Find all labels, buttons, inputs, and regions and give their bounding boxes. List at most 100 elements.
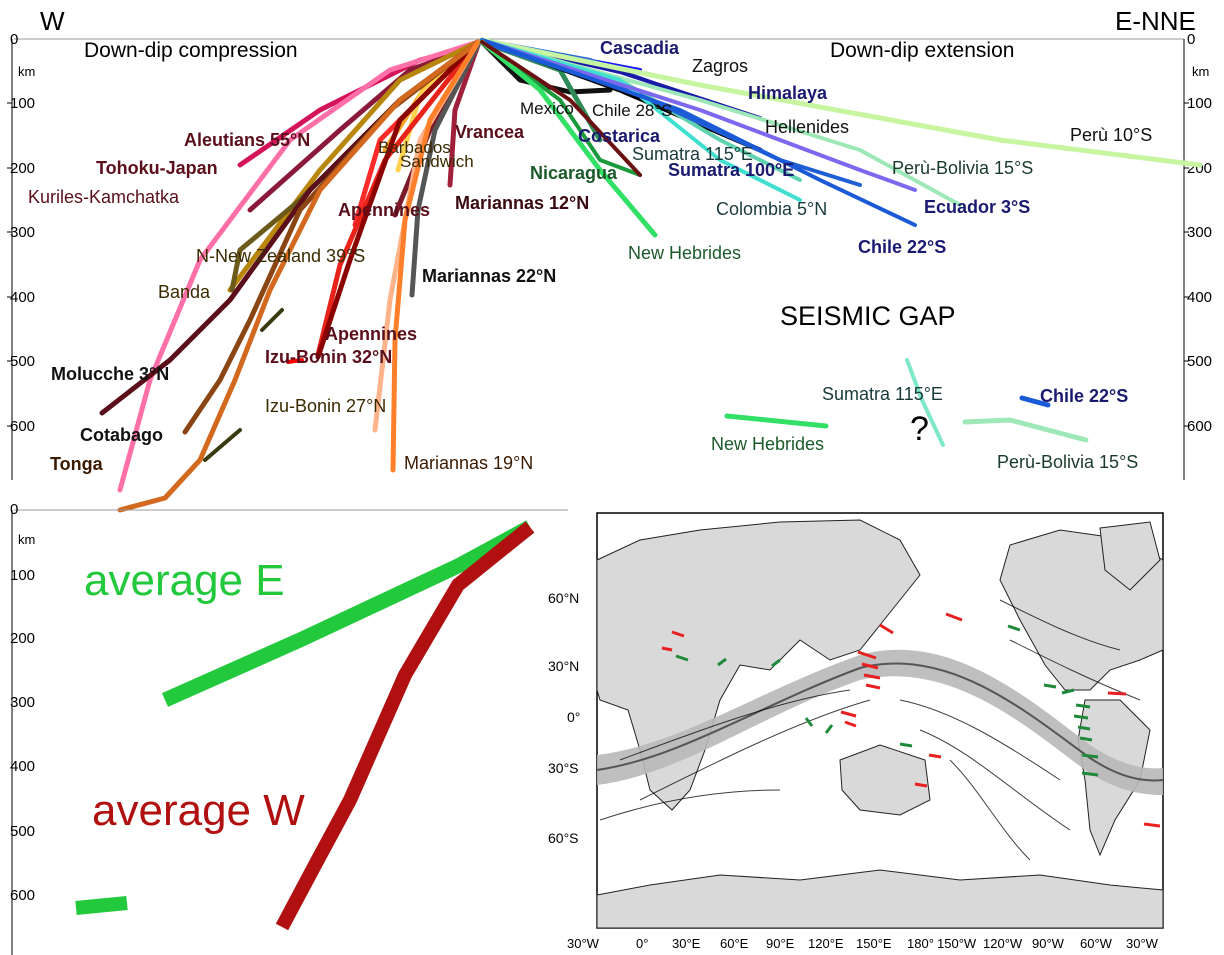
compression-label: Down-dip compression [84,39,298,62]
slab-fragment-red [286,358,304,364]
label-banda: Banda [158,282,211,302]
label-tohoku: Tohoku-Japan [96,158,218,178]
header-east: E-NNE [1115,6,1196,36]
lon-tick: 60°W [1080,936,1113,951]
label-costarica: Costarica [578,126,661,146]
lat-tick: 30°S [548,760,579,776]
slab-deep-peru-bolivia [962,417,1089,443]
average-east-deep-segment [75,896,128,915]
slab-new-hebrides-shallow [479,39,658,238]
lon-tick: 180° [907,936,934,951]
depth-tick: 500 [10,353,35,370]
map-seismic-band [597,649,1163,795]
label-mexico: Mexico [520,99,574,118]
label-zagros: Zagros [692,56,748,76]
label-cascadia: Cascadia [600,38,680,58]
label-deep-peru-bolivia: Perù-Bolivia 15°S [997,452,1138,472]
label-colombia: Colombia 5°N [716,199,827,219]
label-mariannas-22n: Mariannas 22°N [422,266,556,286]
slab-chile-brown [480,40,642,177]
avg-depth-tick: 400 [10,758,35,775]
avg-depth-tick: 100 [10,567,35,584]
label-deep-new-hebrides: New Hebrides [711,434,824,454]
lat-tick: 60°N [548,590,579,606]
label-himalaya: Himalaya [748,83,828,103]
lon-tick: 90°E [766,936,795,951]
lon-tick: 120°E [808,936,844,951]
slab-nicaragua [480,40,642,177]
label-peru-10s: Perù 10°S [1070,125,1152,145]
depth-tick-marks [7,102,1189,427]
header-west: W [40,6,65,36]
slab-peru-10s [479,37,1203,168]
slab-tonga [117,39,481,513]
label-chile-28s: Chile 28°S [592,101,673,120]
slab-fragment-olive [260,308,284,332]
map-great-circle [596,662,1164,782]
left-depth-ticks: km 0 100 200 300 400 500 600 [10,31,35,435]
avg-depth-tick: 600 [10,887,35,904]
depth-unit-right: km [1192,64,1209,79]
label-izu-bonin-32n: Izu-Bonin 32°N [265,347,392,367]
lon-tick: 30°W [1126,936,1159,951]
label-apennines-shallow: Apennines [338,200,430,220]
map-lat-labels: 60°N 30°N 0° 30°S 60°S [548,590,580,846]
seismic-gap-label: SEISMIC GAP [780,301,956,331]
label-ecuador: Ecuador 3°S [924,197,1030,217]
label-nicaragua: Nicaragua [530,163,618,183]
lat-tick: 30°N [548,658,579,674]
label-peru-bolivia-15s: Perù-Bolivia 15°S [892,158,1033,178]
depth-tick: 0 [10,31,18,48]
slab-labels: Aleutians 55°N Tohoku-Japan Kuriles-Kamc… [28,38,1152,474]
map-extension-markers [675,624,1099,777]
slab-mariannas-22n [409,42,481,298]
slab-ecuador [480,38,917,192]
depth-tick: 300 [10,224,35,241]
slab-kuriles-kamchatka [117,39,481,493]
slab-chile-22s-shallow [480,38,917,227]
label-deep-chile: Chile 22°S [1040,386,1128,406]
depth-tick: 400 [10,289,35,306]
avg-depth-tick: 300 [10,694,35,711]
lat-tick: 0° [567,709,580,725]
label-sandwich: Sandwich [400,152,474,171]
map-compression-markers [661,612,1161,828]
right-depth-ticks: km 0 100 200 300 400 500 600 [1187,31,1212,435]
avg-depth-tick: 200 [10,630,35,647]
slab-deep-chile [1019,395,1051,408]
label-mariannas-19n: Mariannas 19°N [404,453,533,473]
slab-profiles [99,37,1203,513]
label-barbados: Barbados [378,138,451,157]
average-west-slab [275,521,535,931]
label-sumatra-100e: Sumatra 100°E [668,160,794,180]
slab-vrancea [447,42,481,188]
lon-tick: 0° [636,936,648,951]
avg-depth-tick: 0 [10,501,18,518]
depth-tick: 300 [1187,224,1212,241]
depth-tick: 0 [1187,31,1195,48]
depth-tick: 400 [1187,289,1212,306]
depth-tick: 600 [10,418,35,435]
lon-tick: 90°W [1032,936,1065,951]
slab-mariannas-19n [390,39,481,473]
label-chile-22s: Chile 22°S [858,237,946,257]
slab-n-new-zealand [227,39,481,293]
label-sumatra-115e: Sumatra 115°E [632,144,753,164]
label-new-hebrides: New Hebrides [628,243,741,263]
world-map: 60°N 30°N 0° 30°S 60°S 30°W 0° 30°E 60°E… [548,512,1164,951]
slab-deep-new-hebrides [724,413,829,429]
lon-tick: 30°W [567,936,600,951]
depth-tick: 100 [10,95,35,112]
average-west-label: average W [92,786,305,835]
depth-tick: 600 [1187,418,1212,435]
label-aleutians: Aleutians 55°N [184,130,310,150]
label-kuriles: Kuriles-Kamchatka [28,187,180,207]
label-mariannas-12n: Mariannas 12°N [455,193,589,213]
average-east-label: average E [84,556,285,605]
slab-fragment-olive-2 [203,428,242,462]
lon-tick: 60°E [720,936,749,951]
label-apennines-deep: Apennines [325,324,417,344]
lon-tick: 150°E [856,936,892,951]
slab-izu-bonin-27n [372,39,481,433]
